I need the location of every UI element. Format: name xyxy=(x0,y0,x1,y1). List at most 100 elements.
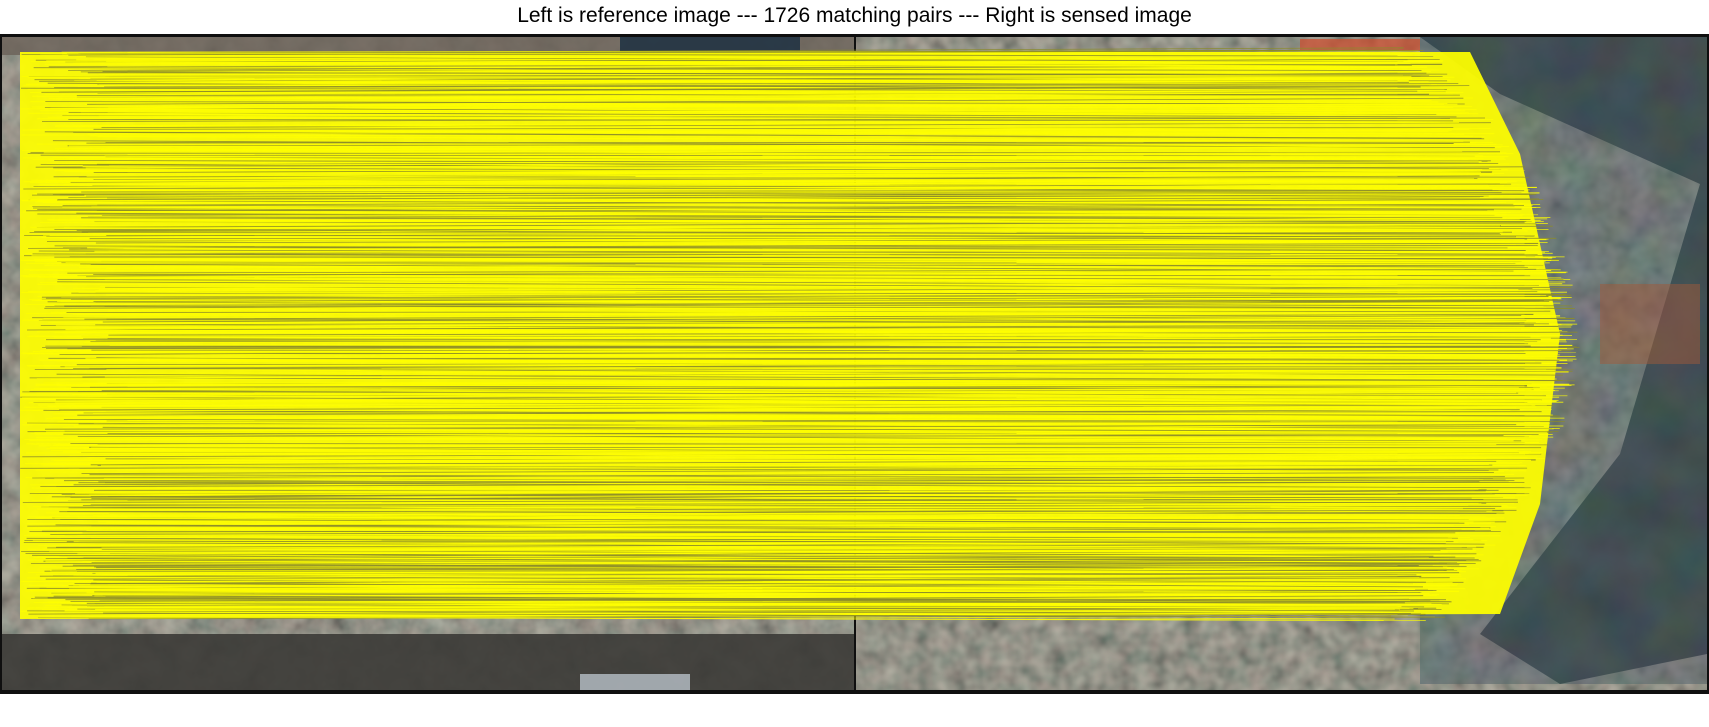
match-line xyxy=(94,250,1565,258)
match-line xyxy=(56,371,1569,376)
match-line xyxy=(84,194,1494,199)
match-line xyxy=(46,447,1529,455)
match-line xyxy=(90,306,1520,311)
match-line xyxy=(69,249,1538,255)
match-line xyxy=(25,590,1419,593)
match-line xyxy=(22,421,1541,426)
match-line xyxy=(104,69,1399,76)
match-line xyxy=(26,537,1485,545)
match-line xyxy=(76,212,1511,217)
match-line xyxy=(47,597,1449,605)
match-line xyxy=(93,127,1454,130)
match-line xyxy=(68,112,1457,118)
match-line xyxy=(94,593,1430,597)
match-line xyxy=(45,346,1580,349)
match-line xyxy=(32,471,1494,479)
match-line xyxy=(106,367,1562,371)
match-line xyxy=(89,184,1530,191)
match-line xyxy=(102,186,1537,192)
match-line xyxy=(40,218,1521,223)
match-line xyxy=(77,435,1504,437)
match-line xyxy=(75,504,1469,511)
match-line xyxy=(104,299,1558,307)
match-line xyxy=(37,283,1573,286)
match-line xyxy=(44,131,1482,139)
match-line xyxy=(83,79,1409,86)
match-line xyxy=(47,405,1517,409)
match-line xyxy=(45,560,1452,569)
match-line xyxy=(47,601,1442,605)
match-line xyxy=(85,253,1549,256)
match-line xyxy=(68,119,1454,122)
match-line xyxy=(81,218,1520,227)
match-line xyxy=(36,113,1446,120)
match-line xyxy=(61,494,1472,499)
match-line xyxy=(105,410,1558,417)
match-line xyxy=(58,85,1470,93)
match-line xyxy=(95,290,1518,293)
match-line xyxy=(107,109,1461,114)
match-line xyxy=(45,428,1554,433)
match-line xyxy=(44,61,1443,65)
match-line xyxy=(81,217,1532,222)
match-line xyxy=(36,556,1439,563)
match-line xyxy=(62,421,1527,429)
match-line xyxy=(52,140,1495,149)
match-line xyxy=(80,244,1538,249)
match-line xyxy=(95,301,1573,309)
match-line xyxy=(39,278,1564,283)
match-line xyxy=(104,603,1432,608)
match-line xyxy=(86,171,1482,177)
match-line xyxy=(54,160,1499,164)
match-line xyxy=(82,320,1528,328)
match-line xyxy=(51,453,1525,461)
match-line xyxy=(80,111,1469,114)
match-line xyxy=(72,488,1479,496)
match-line xyxy=(69,256,1549,260)
match-line xyxy=(107,489,1487,498)
match-line xyxy=(49,234,1533,242)
match-line xyxy=(45,293,1567,299)
match-line xyxy=(31,255,1556,258)
match-line xyxy=(62,52,1390,55)
match-line xyxy=(105,142,1454,144)
match-line xyxy=(79,91,1446,93)
match-line xyxy=(63,183,1489,186)
match-line xyxy=(41,291,1538,298)
figure-title: Left is reference image --- 1726 matchin… xyxy=(517,4,1192,27)
match-line xyxy=(56,200,1525,207)
match-line xyxy=(48,357,1560,361)
match-line xyxy=(68,464,1489,470)
match-line xyxy=(65,329,1541,338)
match-line xyxy=(91,453,1513,458)
match-line xyxy=(63,419,1565,422)
match-line xyxy=(104,170,1481,179)
match-line xyxy=(95,340,1529,345)
match-line xyxy=(103,361,1536,367)
match-lines xyxy=(20,47,1580,621)
match-line xyxy=(94,221,1537,225)
match-line xyxy=(57,281,1533,289)
match-line xyxy=(106,318,1549,325)
match-line xyxy=(88,147,1487,151)
match-line xyxy=(26,262,1561,271)
match-line xyxy=(78,482,1531,489)
match-line xyxy=(102,426,1559,432)
match-line xyxy=(54,517,1474,520)
match-line xyxy=(48,97,1473,100)
match-line xyxy=(56,146,1456,151)
match-line xyxy=(26,324,1534,331)
match-line xyxy=(84,313,1534,320)
match-line xyxy=(79,180,1517,183)
match-line xyxy=(35,160,1491,168)
match-line xyxy=(49,574,1461,582)
match-line xyxy=(92,510,1493,517)
match-line xyxy=(75,574,1420,578)
match-line xyxy=(97,204,1522,210)
match-line xyxy=(103,612,1446,618)
match-line xyxy=(105,159,1469,161)
match-line xyxy=(46,587,1406,594)
match-line xyxy=(105,261,1546,269)
match-line xyxy=(90,533,1450,539)
match-line xyxy=(26,422,1553,429)
